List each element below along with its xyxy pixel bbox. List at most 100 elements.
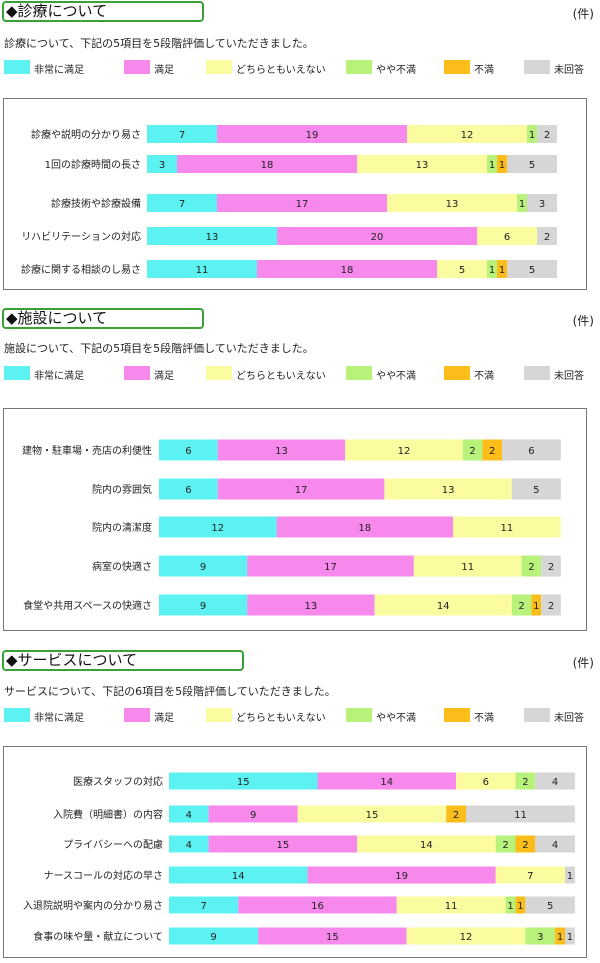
data-label: 18: [261, 160, 274, 171]
bar-segment: [407, 125, 527, 143]
bar-segment: [487, 260, 497, 278]
bar-segment: [159, 478, 218, 500]
category-label: 診療に関する相談のし易さ: [21, 263, 141, 276]
data-label: 4: [552, 840, 558, 851]
data-label: 7: [179, 130, 185, 141]
bar-segment: [169, 835, 209, 853]
data-label: 1: [519, 199, 525, 210]
legend-swatch: [4, 60, 30, 74]
bar-segment: [515, 772, 536, 790]
bar-segment: [507, 260, 557, 278]
bar-segment: [208, 835, 358, 853]
category-label: 院内の雰囲気: [92, 483, 152, 496]
data-label: 2: [548, 562, 554, 573]
data-label: 19: [306, 130, 319, 141]
data-label: 9: [200, 601, 206, 612]
data-label: 4: [552, 777, 558, 788]
bar-segment: [525, 896, 575, 914]
bar-segment: [511, 594, 532, 616]
bar-segment: [541, 594, 561, 616]
bar-segment: [527, 194, 557, 212]
bar-segment: [515, 835, 536, 853]
bar-segment: [147, 260, 257, 278]
legend-label: 未回答: [554, 65, 584, 76]
data-label: 1: [567, 871, 573, 882]
bar-segment: [147, 125, 217, 143]
bar-segment: [453, 516, 561, 538]
data-label: 1: [567, 932, 573, 943]
data-label: 2: [548, 601, 554, 612]
category-label: 院内の清潔度: [92, 521, 152, 534]
bar-segment: [169, 927, 259, 945]
data-label: 14: [380, 777, 393, 788]
data-label: 2: [469, 446, 475, 457]
data-label: 13: [416, 160, 429, 171]
section-title: ◆診療について: [2, 1, 204, 22]
bar-segment: [477, 227, 537, 245]
bar-segment: [357, 835, 496, 853]
unit-label: (件): [572, 656, 594, 670]
bar-segment: [565, 927, 575, 945]
data-label: 2: [522, 777, 528, 788]
bar-segment: [535, 772, 575, 790]
bar-segment: [297, 805, 447, 823]
category-label: 食堂や共用スペースの快適さ: [23, 599, 152, 612]
legend-swatch: [346, 708, 372, 722]
data-label: 1: [533, 601, 539, 612]
bar-segment: [413, 555, 522, 577]
bar-segment: [507, 155, 557, 173]
data-label: 12: [461, 130, 474, 141]
data-label: 3: [539, 199, 545, 210]
bar-segment: [487, 155, 497, 173]
data-label: 13: [442, 485, 455, 496]
legend-label: 満足: [154, 65, 174, 76]
data-label: 20: [371, 232, 384, 243]
legend-swatch: [444, 708, 470, 722]
data-label: 1: [517, 901, 523, 912]
legend-swatch: [206, 708, 232, 722]
bar-segment: [147, 194, 217, 212]
data-label: 12: [460, 932, 473, 943]
bar-segment: [515, 896, 526, 914]
data-label: 7: [200, 901, 206, 912]
bar-segment: [307, 866, 496, 884]
data-label: 1: [489, 265, 495, 276]
bar-segment: [147, 227, 277, 245]
category-label: 1回の診療時間の長さ: [45, 158, 141, 171]
legend-swatch: [206, 366, 232, 380]
legend-label: どちらともいえない: [236, 713, 326, 724]
bar-segment: [169, 772, 318, 790]
section-facility: ◆施設について (件) 施設について、下記の5項目を5段階評価していただきました…: [0, 308, 600, 636]
legend-label: やや不満: [376, 371, 416, 382]
data-label: 15: [326, 932, 339, 943]
category-label: 入退院説明や案内の分かり易さ: [23, 899, 163, 912]
data-label: 9: [250, 810, 256, 821]
bar-segment: [525, 927, 556, 945]
data-label: 14: [232, 871, 245, 882]
bar-segment: [247, 555, 414, 577]
category-label: プライバシーへの配慮: [63, 838, 163, 851]
legend: 非常に満足 満足 どちらともいえない やや不満 不満 未回答: [0, 366, 600, 382]
bar-segment: [531, 594, 542, 616]
bar-segment: [159, 555, 248, 577]
legend-swatch: [206, 60, 232, 74]
data-label: 11: [514, 810, 527, 821]
data-label: 15: [237, 777, 250, 788]
bar-segment: [497, 155, 507, 173]
data-label: 2: [528, 562, 534, 573]
data-label: 5: [459, 265, 465, 276]
data-label: 13: [206, 232, 219, 243]
bar-segment: [462, 439, 483, 461]
bar-segment: [446, 805, 466, 823]
bar-segment: [406, 927, 526, 945]
data-label: 13: [305, 601, 318, 612]
legend-swatch: [4, 708, 30, 722]
data-label: 17: [295, 485, 308, 496]
category-label: 診療技術や診療設備: [51, 197, 141, 210]
data-label: 2: [453, 810, 459, 821]
bar-segment: [527, 125, 537, 143]
bar-segment: [247, 594, 375, 616]
data-label: 17: [296, 199, 309, 210]
legend-swatch: [444, 60, 470, 74]
data-label: 17: [324, 562, 337, 573]
